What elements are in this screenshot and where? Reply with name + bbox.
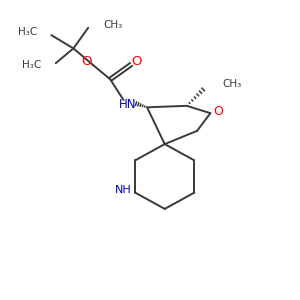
Text: NH: NH <box>115 185 131 195</box>
Text: O: O <box>81 55 92 68</box>
Text: O: O <box>214 105 224 118</box>
Text: H₃C: H₃C <box>22 60 42 70</box>
Text: CH₃: CH₃ <box>103 20 123 31</box>
Text: CH₃: CH₃ <box>222 79 242 89</box>
Text: H₃C: H₃C <box>18 27 37 37</box>
Text: HN: HN <box>119 98 137 111</box>
Text: O: O <box>131 55 142 68</box>
